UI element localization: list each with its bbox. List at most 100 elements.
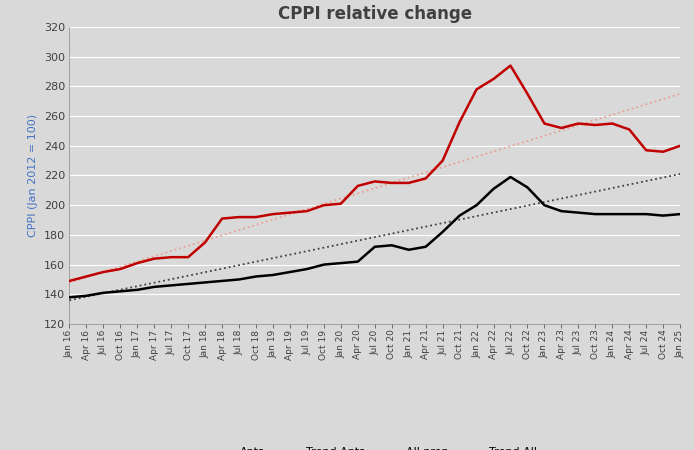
All prop <box>421 244 430 249</box>
All prop <box>201 280 210 285</box>
Trend Apts <box>455 159 464 165</box>
Apts <box>337 201 345 207</box>
Apts <box>540 121 548 126</box>
All prop <box>557 208 566 214</box>
Apts <box>574 121 582 126</box>
Trend Apts <box>439 164 447 170</box>
All prop <box>540 202 548 208</box>
All prop <box>405 247 413 252</box>
Apts <box>507 63 515 68</box>
Trend Apts <box>659 96 668 102</box>
Y-axis label: CPPI (Jan 2012 = 100): CPPI (Jan 2012 = 100) <box>28 114 38 237</box>
Trend Apts <box>608 112 616 117</box>
Apts <box>235 214 243 220</box>
All prop <box>371 244 379 249</box>
All prop <box>286 269 294 274</box>
Apts <box>286 210 294 215</box>
Trend Apts <box>507 144 515 149</box>
Trend Apts <box>252 222 260 228</box>
All prop <box>354 259 362 264</box>
Apts <box>557 125 566 130</box>
Trend Apts <box>574 122 582 128</box>
Title: CPPI relative change: CPPI relative change <box>278 4 472 22</box>
Trend Apts <box>421 170 430 175</box>
Apts <box>421 176 430 181</box>
Apts <box>167 254 176 260</box>
Trend All <box>218 266 226 271</box>
Trend All <box>337 242 345 247</box>
Apts <box>99 269 108 274</box>
Trend All <box>286 252 294 257</box>
Apts <box>320 202 328 208</box>
Apts <box>591 122 600 128</box>
Line: Trend Apts: Trend Apts <box>69 94 680 283</box>
All prop <box>235 277 243 282</box>
Trend Apts <box>150 253 158 259</box>
Trend All <box>82 294 90 299</box>
All prop <box>473 202 481 208</box>
Trend All <box>574 192 582 198</box>
Trend All <box>184 273 192 279</box>
All prop <box>99 290 108 296</box>
All prop <box>574 210 582 215</box>
Trend All <box>133 284 142 289</box>
All prop <box>642 212 650 217</box>
Apts <box>659 149 668 154</box>
Trend Apts <box>540 133 548 139</box>
Trend Apts <box>82 274 90 280</box>
All prop <box>133 287 142 292</box>
Trend Apts <box>676 91 684 97</box>
Trend All <box>625 182 634 187</box>
Trend Apts <box>405 175 413 180</box>
All prop <box>65 295 74 300</box>
Apts <box>150 256 158 261</box>
Trend Apts <box>489 149 498 154</box>
Trend All <box>676 171 684 177</box>
All prop <box>591 212 600 217</box>
All prop <box>625 212 634 217</box>
Trend Apts <box>218 233 226 238</box>
Trend Apts <box>371 185 379 191</box>
Apts <box>489 76 498 81</box>
Trend All <box>659 175 668 180</box>
Legend: Apts, Trend Apts, All prop, Trend All: Apts, Trend Apts, All prop, Trend All <box>208 442 542 450</box>
Line: All prop: All prop <box>69 177 680 297</box>
Trend All <box>489 210 498 215</box>
Apts <box>523 91 532 97</box>
Trend Apts <box>387 180 396 185</box>
Apts <box>642 148 650 153</box>
All prop <box>269 272 277 278</box>
All prop <box>320 262 328 267</box>
Trend All <box>303 248 311 254</box>
All prop <box>387 243 396 248</box>
Apts <box>269 212 277 217</box>
Trend All <box>421 224 430 230</box>
Apts <box>252 214 260 220</box>
Apts <box>439 158 447 163</box>
Trend All <box>252 259 260 264</box>
Trend All <box>201 270 210 275</box>
Apts <box>455 119 464 125</box>
All prop <box>218 278 226 284</box>
Trend All <box>387 231 396 236</box>
Apts <box>65 278 74 284</box>
Trend Apts <box>473 154 481 159</box>
All prop <box>455 213 464 218</box>
Trend Apts <box>99 269 108 274</box>
Trend All <box>65 297 74 303</box>
All prop <box>303 266 311 272</box>
Apts <box>201 239 210 245</box>
All prop <box>608 212 616 217</box>
Trend All <box>642 178 650 184</box>
Apts <box>133 261 142 266</box>
Trend All <box>405 227 413 233</box>
Apts <box>354 183 362 189</box>
Apts <box>218 216 226 221</box>
Trend All <box>507 207 515 212</box>
Trend All <box>235 262 243 268</box>
Trend Apts <box>625 107 634 112</box>
Apts <box>473 87 481 92</box>
All prop <box>489 186 498 192</box>
Trend All <box>439 220 447 226</box>
Trend Apts <box>354 191 362 196</box>
